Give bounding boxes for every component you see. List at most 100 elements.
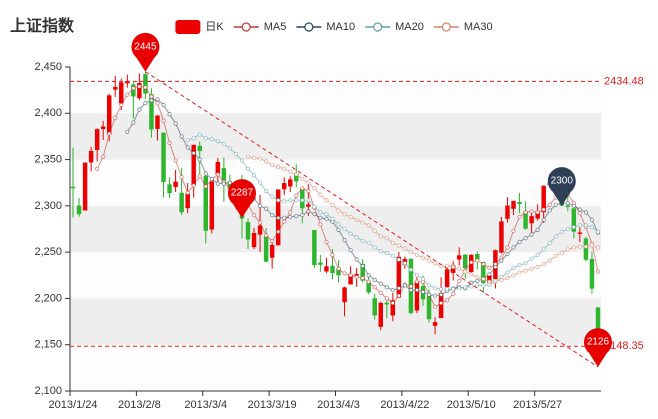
legend-label[interactable]: MA10 xyxy=(326,21,355,33)
ma-point xyxy=(565,226,570,232)
ma-point xyxy=(378,249,383,254)
ma-point xyxy=(420,255,426,260)
mark-line-label: 2434.48 xyxy=(604,75,644,87)
ma-point xyxy=(469,272,474,277)
legend-icon[interactable] xyxy=(373,22,383,32)
ma-point xyxy=(541,247,546,252)
candle-body xyxy=(263,235,269,262)
ma-point xyxy=(276,215,281,221)
legend-label[interactable]: MA5 xyxy=(264,21,287,33)
ma-point xyxy=(523,261,528,266)
ma-point xyxy=(475,274,480,280)
split-area xyxy=(70,252,601,299)
y-tick-label: 2,300 xyxy=(34,200,62,212)
ma-point xyxy=(95,166,100,171)
ma-point xyxy=(529,209,534,214)
legend-icon[interactable] xyxy=(441,22,451,32)
x-tick-label: 2013/5/27 xyxy=(513,399,562,411)
ma-point xyxy=(414,273,420,278)
ma-point xyxy=(438,287,444,292)
ma-point xyxy=(137,84,142,89)
ma-point xyxy=(288,210,293,215)
ma-point xyxy=(505,270,510,275)
ma-point xyxy=(595,269,601,274)
ma-point xyxy=(209,176,214,182)
ma-point xyxy=(197,174,202,179)
candle-body xyxy=(203,175,208,231)
legend-item[interactable]: 日K xyxy=(175,20,224,34)
ma-point xyxy=(131,120,136,125)
y-tick-label: 2,450 xyxy=(34,61,62,73)
ma-point xyxy=(372,285,377,290)
ma-point xyxy=(185,190,190,196)
x-tick-label: 2013/3/4 xyxy=(184,399,227,411)
candle-body xyxy=(155,115,160,129)
ma-point xyxy=(312,212,317,217)
ma-point xyxy=(185,145,190,150)
ma-point xyxy=(257,156,263,161)
ma-point xyxy=(336,208,341,213)
legend: 日K MA5 MA10 MA20 MA30 xyxy=(175,20,493,34)
mark-line-label: 2148.35 xyxy=(604,340,644,352)
ma-point xyxy=(553,234,558,239)
legend-item[interactable]: MA20 xyxy=(365,21,424,33)
ma-point xyxy=(294,213,299,219)
ma-line xyxy=(96,85,599,308)
ma-point xyxy=(330,202,335,208)
legend-item[interactable]: MA30 xyxy=(433,21,493,33)
ma-point xyxy=(366,279,371,284)
split-area xyxy=(70,205,601,253)
candle-body xyxy=(167,184,172,194)
candle-body xyxy=(137,82,142,99)
candle-body xyxy=(251,233,257,248)
ma-point xyxy=(125,92,130,97)
ma-point xyxy=(517,262,522,268)
ma-point xyxy=(420,276,426,282)
candle-body xyxy=(414,281,420,311)
y-tick-label: 2,400 xyxy=(34,107,62,119)
ma-point xyxy=(288,198,293,203)
ma-point xyxy=(324,212,329,217)
candle-body xyxy=(444,269,450,288)
ma-point xyxy=(294,193,299,198)
ma-point xyxy=(318,192,323,197)
ma-point xyxy=(113,115,118,121)
legend-label[interactable]: 日K xyxy=(205,21,224,33)
ma-point xyxy=(191,136,196,141)
legend-icon[interactable] xyxy=(241,22,251,32)
ma-point xyxy=(354,217,359,222)
ma-point xyxy=(469,260,474,265)
legend-label[interactable]: MA20 xyxy=(395,21,424,33)
ma-point xyxy=(348,248,353,253)
ma-point xyxy=(149,98,154,103)
ma-point xyxy=(203,171,208,176)
ma-point xyxy=(481,283,486,288)
ma-point xyxy=(330,216,335,221)
legend-label[interactable]: MA30 xyxy=(464,21,493,33)
ma-point xyxy=(438,292,444,297)
candle-body xyxy=(119,82,124,104)
ma-point xyxy=(294,172,299,177)
candle-body xyxy=(82,162,88,211)
candle-body xyxy=(396,256,402,298)
candle-body xyxy=(378,302,383,327)
x-tick-label: 2013/4/22 xyxy=(380,399,429,411)
ma-point xyxy=(553,253,558,258)
candle-body xyxy=(306,204,311,207)
candle-body xyxy=(161,132,166,183)
ma-point xyxy=(408,284,414,289)
legend-icon[interactable] xyxy=(175,20,201,34)
candle-body xyxy=(318,262,323,265)
candle-body xyxy=(113,86,118,90)
ma-point xyxy=(390,287,395,293)
legend-item[interactable]: MA10 xyxy=(296,21,355,33)
ma-point xyxy=(300,186,305,191)
legend-icon[interactable] xyxy=(304,22,314,32)
ma-point xyxy=(487,265,492,271)
candle-body xyxy=(505,205,510,219)
ma-point xyxy=(432,304,438,309)
ma-point xyxy=(559,250,564,256)
ma-point xyxy=(306,209,311,214)
legend-item[interactable]: MA5 xyxy=(233,21,287,33)
pin-label: 2126 xyxy=(587,337,610,348)
